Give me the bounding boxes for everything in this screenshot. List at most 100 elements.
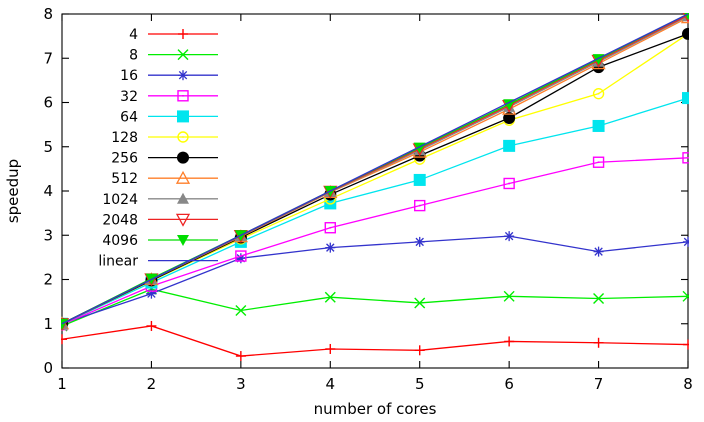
data-point	[325, 343, 336, 354]
data-point	[413, 173, 426, 186]
legend-marker	[177, 90, 189, 102]
y-tick-label: 7	[43, 49, 53, 67]
y-axis-title: speedup	[4, 159, 22, 223]
series-line	[61, 97, 689, 325]
data-point	[503, 99, 516, 111]
legend-label: 32	[120, 89, 138, 105]
series-line	[61, 325, 689, 357]
data-point	[324, 222, 336, 234]
data-point	[682, 27, 689, 40]
data-point	[683, 236, 689, 247]
legend-marker	[177, 110, 189, 123]
x-tick-label: 8	[683, 375, 693, 393]
data-point	[414, 236, 425, 247]
y-tick-label: 6	[43, 94, 53, 112]
x-tick-label: 7	[594, 375, 604, 393]
data-point	[592, 156, 605, 168]
legend: 4 8 16 32 64 128 256 512 1024 2048 4096 linear	[98, 27, 218, 270]
legend-marker	[177, 235, 189, 246]
series-layer	[61, 13, 689, 362]
data-point	[593, 293, 605, 305]
data-point	[682, 152, 689, 164]
legend-item-64[interactable]: 64	[120, 109, 218, 125]
legend-item-linear[interactable]: linear	[98, 254, 218, 270]
legend-label: 64	[120, 109, 138, 125]
legend-marker	[177, 131, 189, 143]
data-point	[682, 92, 689, 105]
data-point	[414, 199, 426, 212]
series-line	[61, 13, 689, 325]
y-tick-label: 0	[43, 359, 53, 377]
x-tick-label: 5	[415, 375, 425, 393]
data-point	[683, 339, 689, 350]
y-tick-label: 5	[43, 138, 53, 156]
data-point	[592, 87, 605, 100]
data-point	[592, 119, 605, 132]
data-point	[593, 337, 604, 348]
legend-item-4[interactable]: 4	[129, 27, 218, 43]
legend-item-128[interactable]: 128	[111, 130, 218, 146]
legend-label: 1024	[102, 192, 138, 208]
data-point	[504, 336, 515, 347]
legend-label: 512	[111, 171, 138, 187]
data-point	[235, 250, 247, 262]
data-point	[593, 246, 604, 257]
data-point	[503, 177, 515, 190]
data-point	[325, 242, 336, 253]
legend-label: 256	[111, 151, 138, 167]
legend-label: 16	[120, 68, 138, 84]
data-point	[682, 290, 689, 302]
x-tick-label: 4	[326, 375, 336, 393]
y-tick-label: 4	[43, 182, 53, 200]
data-point	[146, 320, 157, 331]
data-point	[503, 139, 516, 152]
series-line	[61, 33, 689, 325]
x-tick-label: 2	[147, 375, 157, 393]
x-tick-label: 1	[57, 375, 67, 393]
y-tick-label: 1	[43, 315, 53, 333]
y-tick-label: 8	[43, 5, 53, 23]
legend-marker	[177, 151, 189, 164]
y-tick-label: 3	[43, 226, 53, 244]
data-point	[503, 290, 515, 302]
legend-item-32[interactable]: 32	[120, 89, 218, 105]
series-8	[61, 283, 689, 332]
legend-item-1024[interactable]: 1024	[102, 192, 218, 208]
legend-item-2048[interactable]: 2048	[102, 212, 218, 228]
legend-item-16[interactable]: 16	[120, 68, 218, 84]
legend-item-512[interactable]: 512	[111, 170, 218, 187]
data-point	[504, 231, 515, 242]
legend-marker	[177, 49, 189, 61]
legend-label: 128	[111, 130, 138, 146]
legend-marker	[178, 29, 188, 39]
legend-marker	[178, 70, 188, 81]
series-line	[61, 157, 689, 326]
series-4	[61, 320, 689, 362]
legend-item-8[interactable]: 8	[129, 48, 218, 64]
x-tick-label: 3	[236, 375, 246, 393]
x-axis-title: number of cores	[314, 400, 437, 418]
legend-marker	[177, 192, 189, 204]
legend-item-256[interactable]: 256	[111, 151, 218, 167]
x-tick-label: 6	[504, 375, 514, 393]
legend-label: 4096	[102, 233, 138, 249]
y-tick-label: 2	[43, 271, 53, 289]
data-point	[235, 304, 247, 316]
legend-label: 4	[129, 27, 138, 43]
series-line	[61, 288, 689, 327]
data-point	[146, 288, 157, 299]
data-point	[61, 334, 67, 345]
legend-label: 8	[129, 48, 138, 64]
data-point	[503, 111, 516, 124]
legend-label: linear	[98, 254, 138, 270]
legend-label: 2048	[102, 212, 138, 228]
data-point	[235, 351, 246, 362]
legend-item-4096[interactable]: 4096	[102, 233, 218, 249]
series-linear	[61, 13, 689, 325]
data-point	[414, 297, 426, 309]
series-line	[61, 235, 689, 325]
data-point	[414, 345, 425, 356]
data-point	[324, 291, 336, 303]
